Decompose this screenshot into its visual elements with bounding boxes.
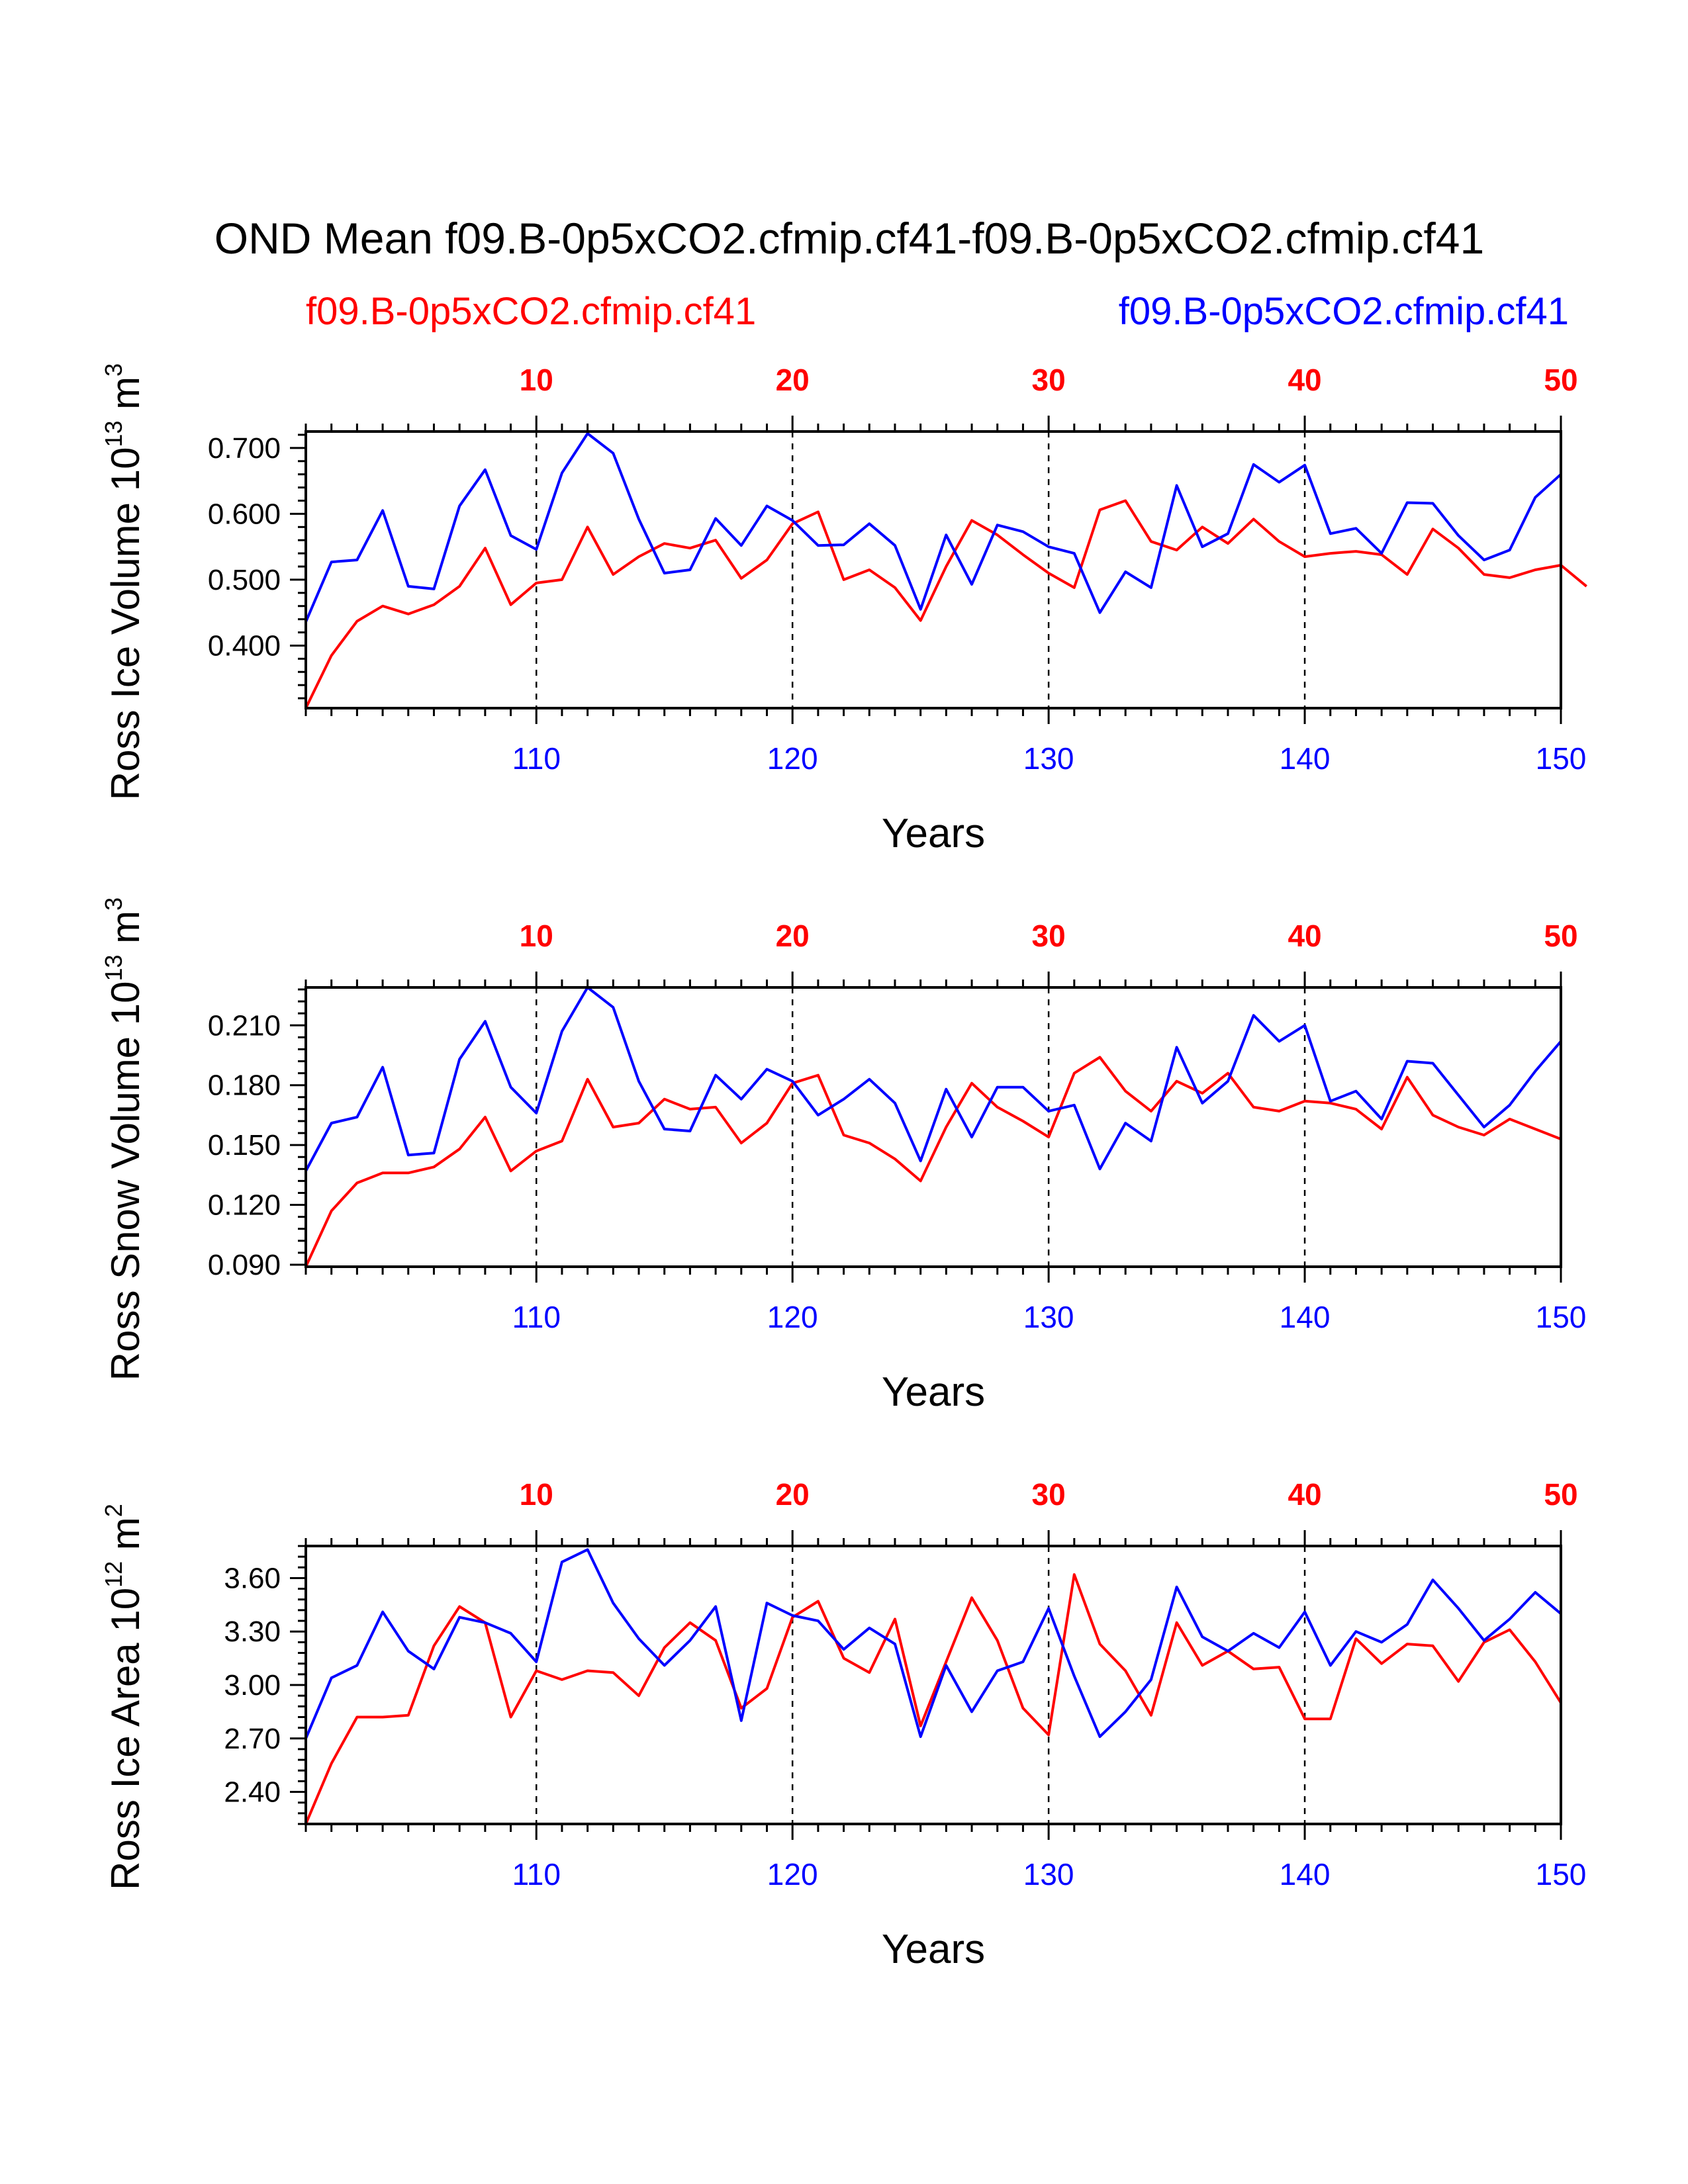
- ylabel-unit: m: [103, 911, 148, 955]
- x-top-tick-label: 40: [1288, 1477, 1321, 1512]
- x-top-tick-label: 10: [520, 1477, 553, 1512]
- ylabel-unit-exponent: 2: [100, 1504, 127, 1517]
- x-top-tick-label: 20: [776, 363, 810, 397]
- x-bottom-tick-label: 140: [1280, 741, 1331, 776]
- y-tick-label: 0.400: [208, 629, 281, 662]
- panel-2: 110 120 130 140 150 10 20 30 40 50 Years 0.090 0.120…: [100, 897, 1586, 1415]
- panels-group: 110 120 130 140 150 10 20 30 40 50 Years 0.400 0.500…: [100, 363, 1587, 1972]
- x-bottom-tick-label: 150: [1536, 1300, 1587, 1334]
- x-bottom-tick-label: 120: [767, 741, 818, 776]
- x-bottom-tick-label: 110: [512, 741, 561, 776]
- ylabel-unit-exponent: 3: [100, 897, 127, 911]
- y-tick-label: 0.210: [208, 1009, 281, 1042]
- chart-title: OND Mean f09.B-0p5xCO2.cfmip.cf41-f09.B-…: [214, 214, 1484, 263]
- plot-frame: [305, 1545, 1562, 1825]
- legend-blue-label: f09.B-0p5xCO2.cfmip.cf41: [1119, 290, 1569, 333]
- ylabel-unit: m: [103, 1517, 148, 1561]
- series-line-red: [305, 499, 1587, 709]
- ylabel-exponent: 13: [100, 421, 127, 447]
- panel-3: 110 120 130 140 150 10 20 30 40 50 Years 2.40 2.70 3.…: [100, 1477, 1586, 1972]
- y-axis-label: Ross Snow Volume 1013 m3: [100, 897, 148, 1381]
- y-tick-label: 0.120: [208, 1189, 281, 1222]
- series-line-red: [305, 1573, 1562, 1825]
- x-bottom-tick-label: 110: [512, 1857, 561, 1891]
- x-bottom-tick-label: 120: [767, 1300, 818, 1334]
- y-tick-label: 2.70: [224, 1723, 281, 1755]
- y-tick-label: 0.150: [208, 1129, 281, 1161]
- x-top-tick-label: 50: [1544, 1477, 1577, 1512]
- x-axis-label: Years: [882, 1927, 985, 1972]
- y-tick-label: 0.700: [208, 432, 281, 465]
- y-tick-label: 0.600: [208, 498, 281, 530]
- x-bottom-tick-label: 140: [1280, 1857, 1331, 1891]
- x-bottom-tick-label: 140: [1280, 1300, 1331, 1334]
- series-line-blue: [305, 432, 1562, 623]
- y-axis-label: Ross Ice Area 1012 m2: [100, 1504, 148, 1890]
- x-top-tick-label: 30: [1032, 1477, 1066, 1512]
- y-tick-label: 0.500: [208, 564, 281, 596]
- x-top-tick-label: 50: [1544, 919, 1577, 953]
- x-top-tick-label: 20: [776, 919, 810, 953]
- ylabel-unit-exponent: 3: [100, 363, 127, 377]
- legend-red-label: f09.B-0p5xCO2.cfmip.cf41: [306, 290, 756, 333]
- x-bottom-tick-label: 110: [512, 1300, 561, 1334]
- y-tick-label: 0.090: [208, 1249, 281, 1281]
- series-line-blue: [305, 986, 1562, 1172]
- x-bottom-tick-label: 150: [1536, 1857, 1587, 1891]
- ylabel-text: Ross Ice Area 10: [103, 1588, 148, 1890]
- x-top-tick-label: 20: [776, 1477, 810, 1512]
- panel-1: 110 120 130 140 150 10 20 30 40 50 Years 0.400 0.500…: [100, 363, 1587, 856]
- x-top-tick-label: 50: [1544, 363, 1577, 397]
- y-tick-label: 2.40: [224, 1776, 281, 1809]
- y-tick-label: 0.180: [208, 1069, 281, 1102]
- y-axis-label: Ross Ice Volume 1013 m3: [100, 363, 148, 800]
- x-bottom-tick-label: 130: [1023, 1857, 1074, 1891]
- ylabel-text: Ross Ice Volume 10: [103, 447, 148, 801]
- plot-frame: [305, 986, 1562, 1268]
- y-tick-label: 3.60: [224, 1562, 281, 1594]
- x-top-tick-label: 30: [1032, 919, 1066, 953]
- ylabel-exponent: 13: [100, 954, 127, 981]
- ylabel-unit: m: [103, 377, 148, 421]
- x-top-tick-label: 40: [1288, 363, 1321, 397]
- y-tick-label: 3.00: [224, 1669, 281, 1702]
- x-bottom-tick-label: 130: [1023, 1300, 1074, 1334]
- x-top-tick-label: 40: [1288, 919, 1321, 953]
- ylabel-text: Ross Snow Volume 10: [103, 981, 148, 1381]
- y-tick-label: 3.30: [224, 1615, 281, 1648]
- x-bottom-tick-label: 130: [1023, 741, 1074, 776]
- x-bottom-tick-label: 150: [1536, 741, 1587, 776]
- series-line-red: [305, 1056, 1562, 1267]
- x-top-tick-label: 10: [520, 363, 553, 397]
- series-line-blue: [305, 1548, 1562, 1739]
- x-axis-label: Years: [882, 811, 985, 856]
- x-top-tick-label: 30: [1032, 363, 1066, 397]
- ylabel-exponent: 12: [100, 1561, 127, 1588]
- x-top-tick-label: 10: [520, 919, 553, 953]
- x-bottom-tick-label: 120: [767, 1857, 818, 1891]
- plot-frame: [305, 430, 1562, 709]
- x-axis-label: Years: [882, 1369, 985, 1415]
